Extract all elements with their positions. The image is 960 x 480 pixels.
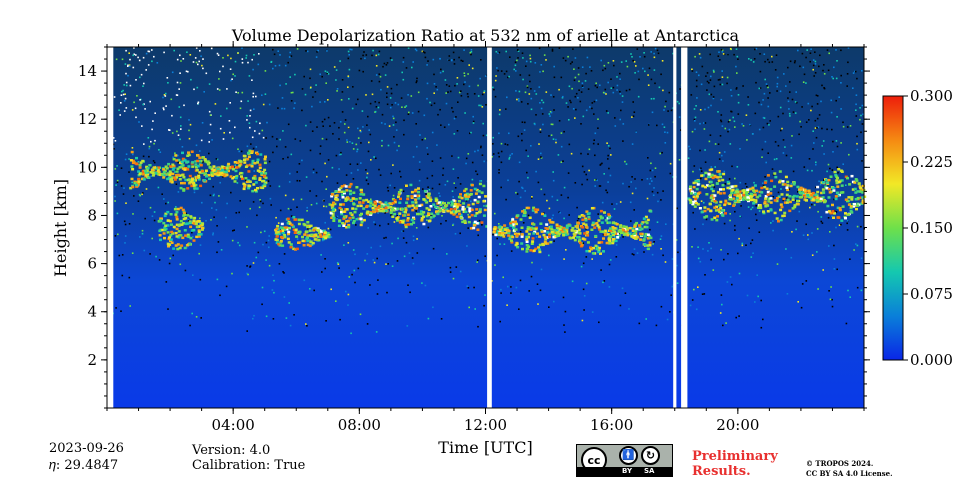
y-axis-label: Height [km] (51, 179, 70, 277)
colorbar-tick-label-4: 0.225 (910, 153, 953, 171)
calibration-label: Calibration: True (192, 458, 306, 473)
cloud-layer-6 (687, 168, 867, 223)
chart-title: Volume Depolarization Ratio at 532 nm of… (231, 26, 740, 45)
version-label: Version: 4.0 (192, 443, 271, 458)
data-gap-1 (107, 47, 114, 408)
eta-value: 𝜂: 29.4847 (49, 458, 119, 473)
x-tick-label-3: 12:00 (464, 416, 507, 434)
data-gap-2 (487, 47, 492, 408)
cc-badge-bar (577, 467, 672, 476)
colorbar: 0.000 0.075 0.150 0.225 0.300 (882, 87, 953, 369)
preliminary-label-line2: Results. (692, 464, 751, 479)
cloud-layer-2 (157, 206, 205, 251)
colorbar-gradient (882, 95, 904, 361)
colorbar-tick-label-2: 0.075 (910, 285, 953, 303)
axes-layer: 04:00 08:00 12:00 16:00 20:00 2 4 6 8 10 12 14 Volum… (51, 26, 870, 457)
copyright-line2: CC BY SA 4.0 License. (806, 469, 893, 478)
y-tick-label-5: 10 (78, 158, 97, 176)
cc-by-label: BY (622, 467, 633, 475)
colorbar-tick-label-3: 0.150 (910, 219, 953, 237)
cc-sa-label: SA (644, 467, 655, 475)
x-tick-label-4: 16:00 (590, 416, 633, 434)
y-tick-label-2: 4 (87, 303, 97, 321)
x-axis-label: Time [UTC] (438, 438, 532, 457)
x-tick-label-2: 08:00 (338, 416, 381, 434)
cloud-layer-1 (129, 149, 268, 193)
cc-by-person-icon: 🚹 (619, 446, 638, 465)
y-tick-label-7: 14 (78, 62, 97, 80)
x-tick-label-5: 20:00 (716, 416, 759, 434)
cloud-layer-4 (328, 182, 489, 231)
measurement-date: 2023-09-26 (49, 441, 124, 456)
heatmap-plot-area (107, 47, 867, 408)
cloud-layer-3 (274, 216, 331, 251)
cc-license-badge: cc 🚹 ↻ BY SA (576, 444, 673, 477)
colorbar-tick-label-1: 0.000 (910, 351, 953, 369)
y-tick-label-4: 8 (87, 206, 97, 224)
data-gap-3 (673, 47, 677, 408)
y-tick-label-3: 6 (87, 255, 97, 273)
cloud-layer-5 (492, 206, 653, 255)
y-tick-label-1: 2 (87, 351, 97, 369)
y-tick-label-6: 12 (78, 110, 97, 128)
copyright-line1: © TROPOS 2024. (806, 459, 874, 468)
preliminary-label-line1: Preliminary (692, 449, 778, 464)
x-tick-label-1: 04:00 (212, 416, 255, 434)
cc-sa-share-icon: ↻ (641, 446, 660, 465)
data-gap-4 (681, 47, 688, 408)
colorbar-tick-label-5: 0.300 (910, 87, 953, 105)
